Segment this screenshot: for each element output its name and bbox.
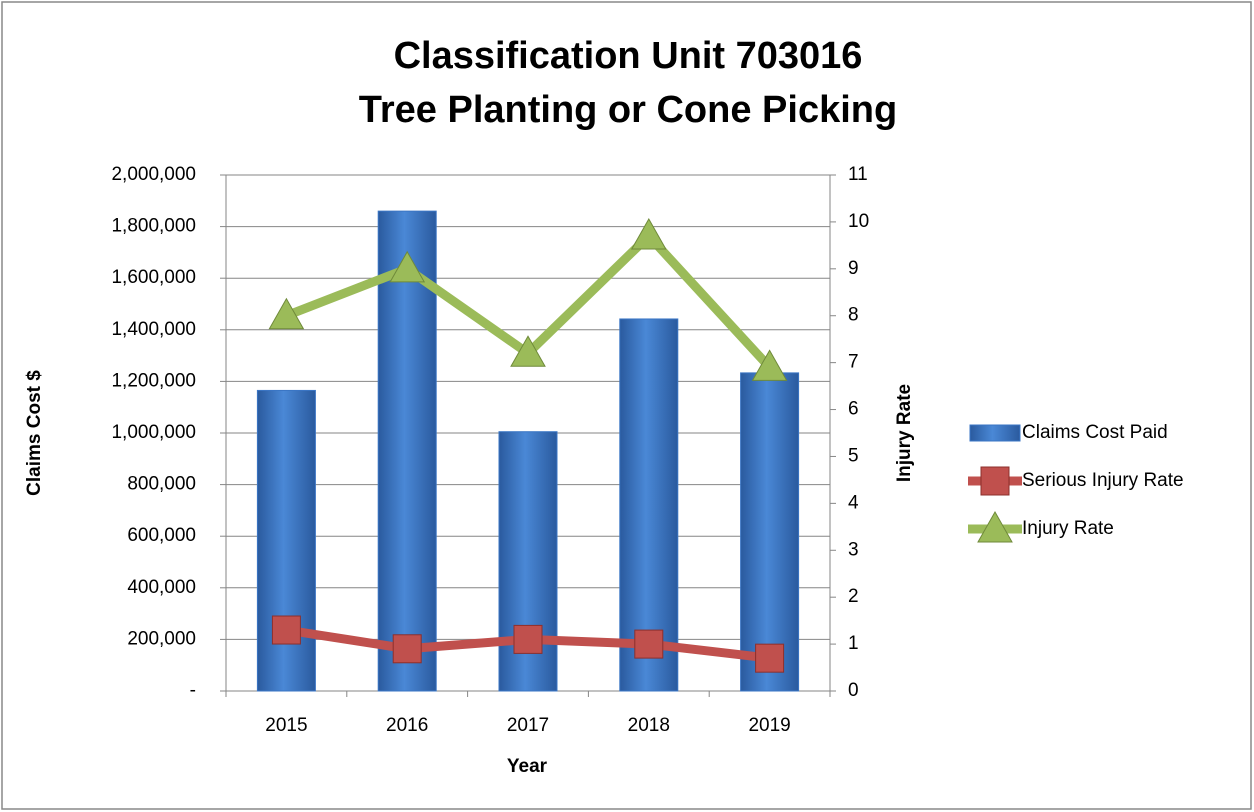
y-tick-label: 1,200,000	[111, 370, 196, 391]
marker	[392, 634, 422, 664]
marker	[510, 335, 546, 367]
x-tick-label: 2019	[748, 715, 790, 736]
y2-tick-label: 9	[848, 258, 859, 279]
x-tick-label: 2018	[628, 715, 670, 736]
y2-tick-label: 10	[848, 211, 869, 232]
y-tick-label: 1,600,000	[111, 267, 196, 288]
y2-tick-label: 6	[848, 399, 859, 420]
chart-title: Tree Planting or Cone Picking	[359, 89, 897, 131]
y-tick-label: 200,000	[127, 628, 196, 649]
marker	[630, 217, 667, 250]
y2-tick-label: 11	[848, 164, 868, 185]
y-tick-label: 1,400,000	[111, 319, 196, 340]
bar	[740, 372, 800, 692]
y-tick-label: 600,000	[127, 525, 196, 546]
marker	[751, 349, 788, 381]
marker	[271, 615, 301, 645]
y2-tick-label: 4	[848, 492, 859, 513]
legend-label: Serious Injury Rate	[1022, 470, 1184, 491]
y-tick-label: 400,000	[127, 577, 196, 598]
marker	[634, 629, 664, 659]
legend-swatch	[969, 424, 1021, 442]
y2-tick-label: 8	[848, 305, 859, 326]
legend-label: Injury Rate	[1022, 518, 1114, 539]
y2-tick-label: 5	[848, 445, 859, 466]
y-axis-title: Claims Cost $	[24, 370, 45, 496]
y2-axis-title: Injury Rate	[894, 384, 915, 482]
marker	[755, 643, 785, 673]
y2-tick-label: 2	[848, 586, 859, 607]
y-tick-label: -	[190, 680, 196, 701]
marker	[513, 624, 543, 654]
x-axis-title: Year	[507, 756, 548, 777]
x-tick-label: 2016	[386, 715, 428, 736]
x-tick-label: 2015	[265, 715, 307, 736]
y-tick-label: 800,000	[127, 474, 196, 495]
y2-tick-label: 3	[848, 539, 859, 560]
y2-tick-label: 7	[848, 352, 859, 373]
chart-title: Classification Unit 703016	[394, 35, 863, 77]
legend-label: Claims Cost Paid	[1022, 422, 1168, 443]
y2-tick-label: 0	[848, 680, 859, 701]
bar	[377, 210, 437, 692]
marker	[268, 297, 305, 330]
bar	[256, 389, 316, 692]
y-tick-label: 2,000,000	[111, 164, 196, 185]
x-tick-label: 2017	[507, 715, 549, 736]
legend-marker	[980, 466, 1010, 496]
marker	[389, 250, 426, 283]
bar	[619, 318, 679, 692]
y-tick-label: 1,000,000	[111, 422, 196, 443]
legend-marker	[977, 510, 1013, 543]
y-tick-label: 1,800,000	[111, 216, 196, 237]
y2-tick-label: 1	[848, 633, 859, 654]
